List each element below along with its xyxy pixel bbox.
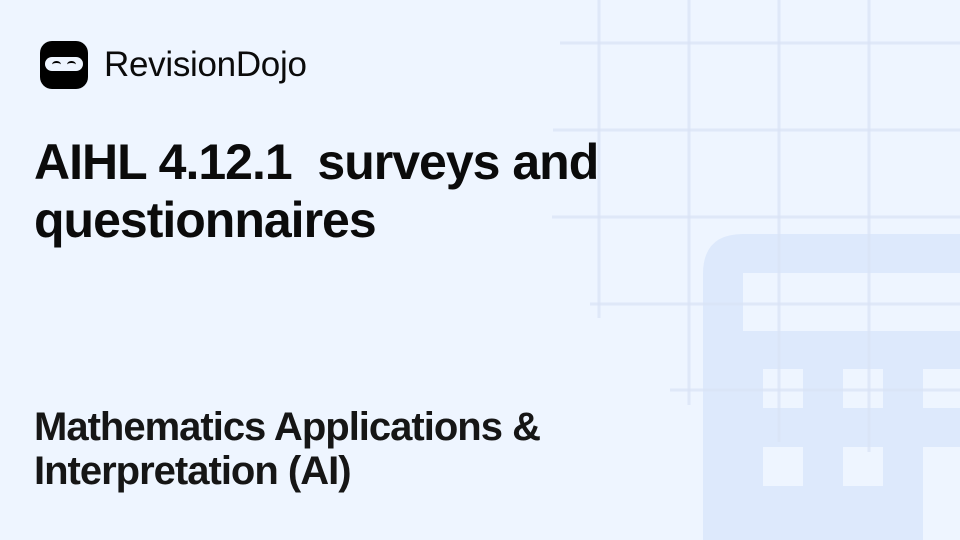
page-title: AIHL 4.12.1 surveys and questionnaires xyxy=(34,134,612,248)
calculator-illustration xyxy=(703,234,960,540)
brand-logo[interactable]: RevisionDojo xyxy=(40,41,307,89)
subject-subtitle: Mathematics Applications & Interpretatio… xyxy=(34,405,541,493)
brand-name: RevisionDojo xyxy=(104,45,307,84)
ninja-mask-icon xyxy=(40,41,88,89)
